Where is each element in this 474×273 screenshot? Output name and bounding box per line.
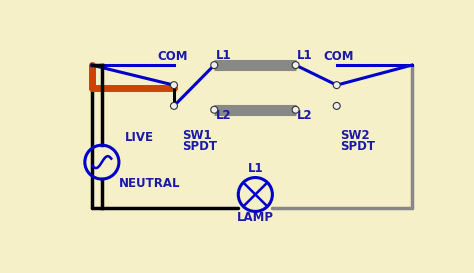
Circle shape xyxy=(292,106,299,113)
Text: LAMP: LAMP xyxy=(237,211,274,224)
Text: NEUTRAL: NEUTRAL xyxy=(119,177,181,190)
Text: L1: L1 xyxy=(297,49,313,62)
Circle shape xyxy=(292,62,299,69)
Circle shape xyxy=(211,106,218,113)
Circle shape xyxy=(333,82,340,88)
Circle shape xyxy=(171,82,177,88)
Text: SPDT: SPDT xyxy=(341,140,375,153)
Circle shape xyxy=(333,102,340,109)
Text: SW1: SW1 xyxy=(182,129,211,142)
Text: LIVE: LIVE xyxy=(125,130,154,144)
Text: SW2: SW2 xyxy=(341,129,370,142)
Text: COM: COM xyxy=(323,51,354,64)
Text: SPDT: SPDT xyxy=(182,140,217,153)
Text: L2: L2 xyxy=(216,109,231,122)
Text: L1: L1 xyxy=(216,49,231,62)
Circle shape xyxy=(171,102,177,109)
Text: L1: L1 xyxy=(247,162,263,175)
Circle shape xyxy=(211,62,218,69)
Text: L2: L2 xyxy=(297,109,313,122)
Text: COM: COM xyxy=(157,51,188,64)
